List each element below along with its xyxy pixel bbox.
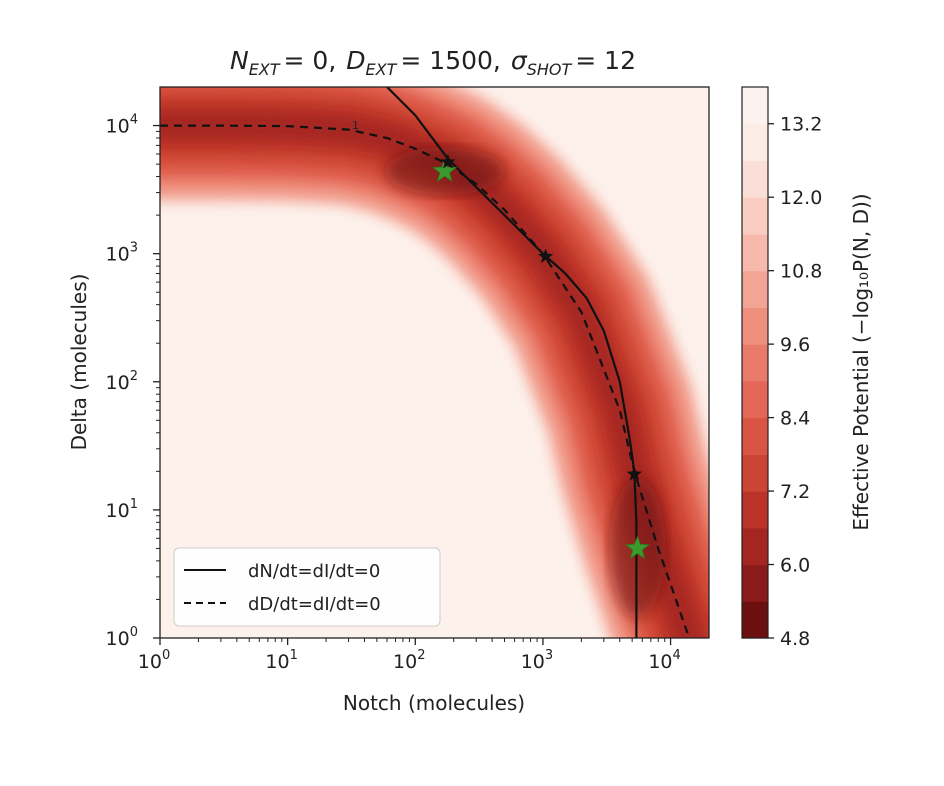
colorbar-segment [742, 417, 768, 455]
curve-dN-nullcline [386, 87, 638, 638]
colorbar-label: Effective Potential (−log₁₀P(N, D)) [849, 193, 873, 530]
y-tick-label: 101 [106, 497, 138, 522]
legend-label-dashed: dD/dt=dI/dt=0 [248, 594, 381, 615]
title-sigma-symbol: σ [511, 46, 528, 75]
title-sigma-value: = 12 [575, 46, 636, 75]
colorbar-frame [741, 86, 769, 639]
colorbar-tick-label: 4.8 [780, 628, 810, 650]
x-tick-label: 104 [648, 648, 680, 673]
x-tick-label: 100 [138, 648, 170, 673]
title-d-value: = 1500, [400, 46, 500, 75]
title-n-symbol: N [230, 46, 249, 75]
colorbar-tick-label: 6.0 [780, 555, 810, 577]
colorbar-segment [742, 527, 768, 566]
minimum-star-green [432, 158, 458, 182]
colorbar-tick-label: 10.8 [780, 261, 822, 283]
title-n-subscript: EXT [249, 60, 281, 79]
y-tick-label: 104 [106, 113, 138, 138]
x-tick-label: 102 [393, 648, 425, 673]
title-sigma-subscript: SHOT [527, 60, 573, 79]
y-axis-label: Delta (molecules) [67, 274, 91, 451]
legend: dN/dt=dI/dt=0 dD/dt=dI/dt=0 [173, 547, 441, 627]
colorbar-segment [742, 307, 768, 345]
colorbar-segment [742, 564, 768, 602]
colorbar-tick-label: 7.2 [780, 481, 810, 503]
colorbar-tick-label: 13.2 [780, 114, 822, 136]
colorbar-segment [742, 123, 768, 162]
legend-box [173, 547, 441, 627]
colorbar-tick-label: 9.6 [780, 334, 810, 356]
colorbar-segment [742, 601, 768, 639]
fixed-point-star-black [440, 153, 456, 169]
colorbar-segment [742, 233, 768, 272]
minimum-star-green [624, 535, 650, 560]
chart-title: NEXT = 0, DEXT = 1500, σSHOT = 12 [230, 46, 636, 79]
x-tick-label: 101 [265, 648, 297, 673]
colorbar-tick-label: 8.4 [780, 408, 810, 430]
x-axis-label: Notch (molecules) [343, 691, 525, 715]
colorbar-segment [742, 87, 768, 125]
colorbar-segment [742, 380, 768, 419]
colorbar-segment [742, 491, 768, 529]
colorbar-tick-label: 12.0 [780, 187, 822, 209]
curve-dD-nullcline [160, 124, 691, 638]
plot-frame [159, 86, 710, 639]
colorbar-segment [742, 197, 768, 235]
colorbar-segment [742, 270, 768, 308]
title-d-symbol: D [346, 46, 365, 75]
colorbar-segment [742, 344, 768, 382]
colorbar [742, 87, 768, 639]
title-d-subscript: EXT [366, 60, 398, 79]
legend-label-solid: dN/dt=dI/dt=0 [248, 561, 380, 582]
colorbar-segment [742, 454, 768, 492]
y-tick-label: 103 [106, 241, 138, 266]
x-tick-label: 103 [521, 648, 553, 673]
fixed-point-star-black [538, 248, 554, 263]
fixed-point-star-black [626, 466, 642, 481]
y-tick-label: 100 [106, 625, 138, 650]
title-n-value: = 0, [284, 46, 337, 75]
plot-annotation: 1 [352, 119, 359, 132]
colorbar-segment [742, 160, 768, 198]
y-tick-label: 102 [106, 369, 138, 394]
